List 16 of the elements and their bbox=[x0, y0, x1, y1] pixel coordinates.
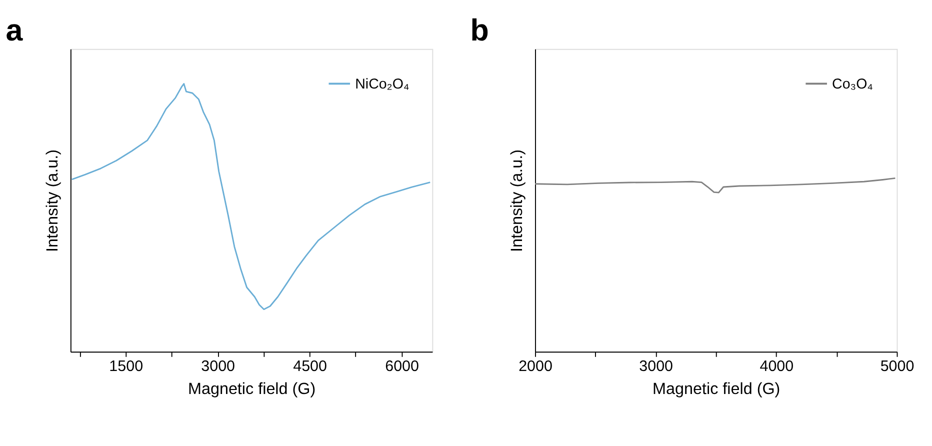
y-axis-title: Intensity (a.u.) bbox=[508, 150, 526, 252]
x-tick-label: 6000 bbox=[385, 358, 419, 376]
x-tick-label: 3000 bbox=[201, 358, 236, 376]
x-tick-label: 3000 bbox=[639, 358, 674, 376]
x-tick-label: 5000 bbox=[880, 358, 914, 376]
x-tick-label: 1500 bbox=[109, 358, 144, 376]
x-tick-label: 2000 bbox=[518, 358, 552, 376]
legend-label: Co₃O₄ bbox=[832, 76, 874, 92]
legend-label: NiCo₂O₄ bbox=[355, 76, 410, 92]
x-tick-label: 4500 bbox=[293, 358, 327, 376]
x-tick-label: 4000 bbox=[760, 358, 794, 376]
y-axis-title: Intensity (a.u.) bbox=[44, 150, 62, 252]
x-axis-title: Magnetic field (G) bbox=[652, 380, 780, 398]
chart-title: b bbox=[470, 13, 489, 48]
chart-title: a bbox=[6, 13, 24, 48]
x-axis-title: Magnetic field (G) bbox=[188, 380, 316, 398]
